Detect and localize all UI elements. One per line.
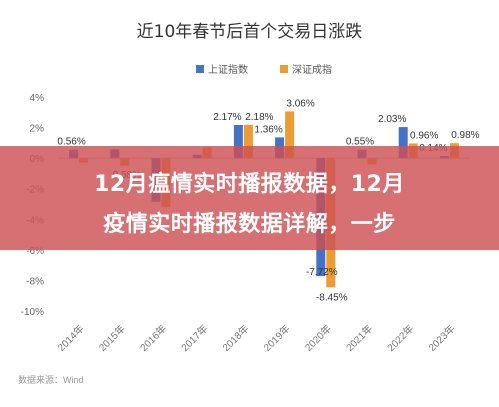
bar-shanghai-5: [233, 124, 243, 159]
legend-label-2: 深证成指: [292, 63, 332, 76]
data-label: 0.98%: [451, 130, 479, 141]
y-tick-label: 4%: [30, 93, 45, 104]
data-label: 1.36%: [254, 124, 282, 135]
chart-title: 近10年春节后首个交易日涨跌: [137, 22, 363, 42]
banner-line-1: 12月瘟情实时播报数据，12月: [94, 172, 405, 197]
x-tick-label: 2015年: [96, 322, 128, 354]
x-tick-label: 2020年: [302, 322, 334, 354]
data-label: 2.03%: [378, 114, 406, 125]
data-label: 3.06%: [286, 98, 314, 109]
data-label: 2.18%: [245, 112, 273, 123]
x-tick-label: 2017年: [178, 322, 210, 354]
y-tick-label: -10%: [21, 307, 44, 318]
x-tick-label: 2018年: [220, 322, 252, 354]
x-tick-label: 2019年: [261, 322, 293, 354]
legend-label-1: 上证指数: [208, 63, 248, 76]
y-tick-label: -8%: [26, 276, 44, 287]
bar-shanghai-9: [398, 127, 408, 159]
data-label: 2.17%: [213, 112, 241, 123]
x-tick-label: 2023年: [426, 322, 458, 354]
x-tick-label: 2016年: [137, 322, 169, 354]
data-label: 0.56%: [57, 137, 85, 148]
data-label: -7.72%: [306, 267, 338, 278]
data-label: -8.45%: [316, 292, 348, 303]
x-tick-label: 2022年: [384, 322, 416, 354]
data-label: 0.55%: [346, 137, 374, 148]
legend-swatch-2: [280, 65, 288, 73]
source-note: 数据来源：Wind: [18, 374, 84, 385]
x-tick-label: 2014年: [55, 322, 87, 354]
data-label: 0.96%: [410, 130, 438, 141]
legend-swatch-1: [196, 65, 204, 73]
y-tick-label: 2%: [30, 124, 45, 135]
bar-shenzhen-5: [243, 124, 253, 159]
overlay-banner: [0, 146, 499, 250]
bar-shenzhen-6: [285, 111, 295, 159]
banner-line-2: 疫情实时播报数据详解，一步: [103, 212, 396, 237]
y-tick-label: -6%: [26, 246, 44, 257]
x-tick-label: 2021年: [343, 322, 375, 354]
